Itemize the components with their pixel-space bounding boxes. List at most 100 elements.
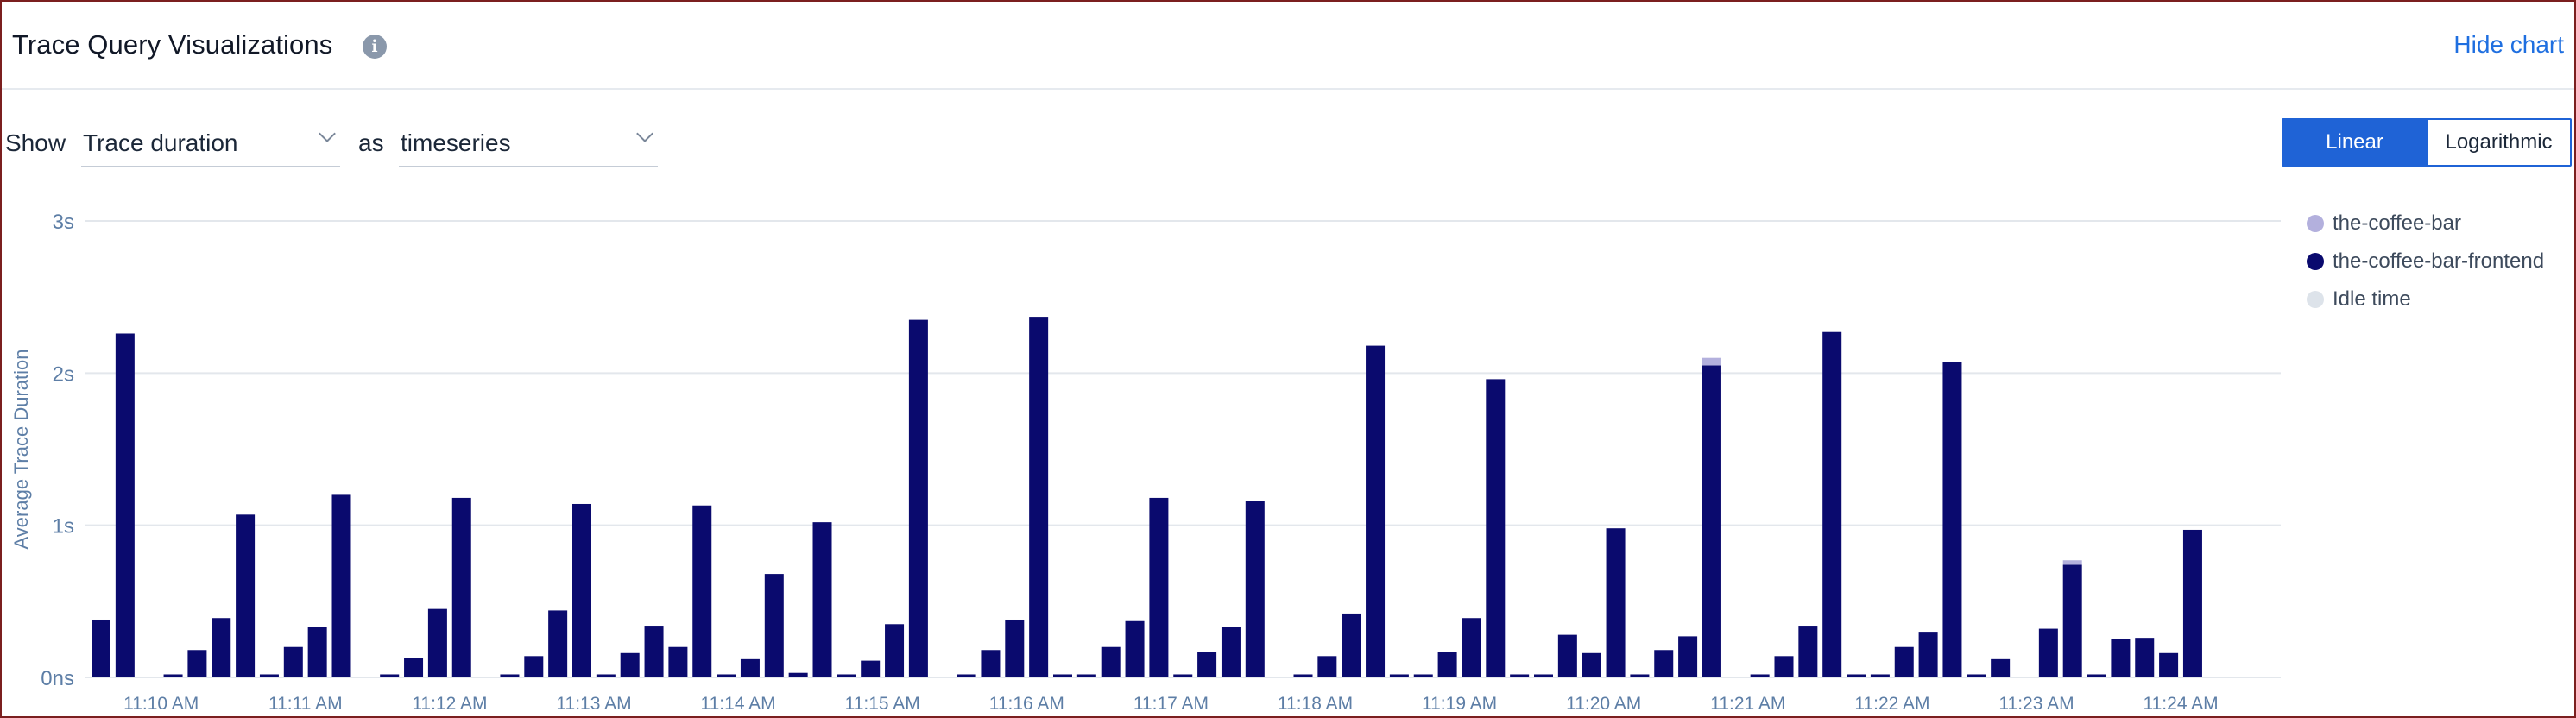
x-tick-label: 11:23 AM xyxy=(1998,694,2074,714)
bar-the-coffee-bar-frontend xyxy=(1606,528,1626,677)
bar-the-coffee-bar-frontend xyxy=(692,505,712,677)
legend-swatch xyxy=(2307,253,2324,270)
bar-the-coffee-bar-frontend xyxy=(1967,674,1986,677)
x-tick-label: 11:13 AM xyxy=(556,694,631,714)
bar-the-coffee-bar-frontend xyxy=(92,619,110,677)
bar-the-coffee-bar-frontend xyxy=(812,522,832,677)
bar-the-coffee-bar-frontend xyxy=(1630,674,1650,677)
bar-the-coffee-bar-frontend xyxy=(740,658,760,677)
bar-the-coffee-bar-frontend xyxy=(1510,674,1530,677)
bar-the-coffee-bar-frontend xyxy=(908,319,928,677)
x-tick-label: 11:15 AM xyxy=(845,694,920,714)
bar-the-coffee-bar-frontend xyxy=(1654,650,1674,677)
x-tick-label: 11:18 AM xyxy=(1278,694,1353,714)
bar-the-coffee-bar-frontend xyxy=(1293,674,1313,677)
legend-label: Idle time xyxy=(2333,287,2411,311)
hide-chart-link[interactable]: Hide chart xyxy=(2453,31,2564,58)
bar-the-coffee-bar-frontend xyxy=(957,674,976,677)
x-tick-label: 11:10 AM xyxy=(123,694,199,714)
bar-the-coffee-bar-frontend xyxy=(1918,632,1938,677)
bar-the-coffee-bar-frontend xyxy=(259,674,279,677)
bar-the-coffee-bar-frontend xyxy=(1486,379,1506,677)
bar-the-coffee-bar xyxy=(1702,357,1721,366)
bar-the-coffee-bar-frontend xyxy=(163,674,183,677)
bar-the-coffee-bar-frontend xyxy=(451,497,471,677)
bar-the-coffee-bar-frontend xyxy=(717,674,736,677)
info-icon[interactable]: i xyxy=(363,35,387,59)
bar-the-coffee-bar-frontend xyxy=(981,650,1001,677)
bar-the-coffee-bar-frontend xyxy=(2159,652,2179,677)
bar-the-coffee-bar-frontend xyxy=(115,333,135,677)
legend-label: the-coffee-bar xyxy=(2333,211,2461,235)
x-tick-label: 11:16 AM xyxy=(989,694,1064,714)
bar-the-coffee-bar-frontend xyxy=(500,674,520,677)
metric-select[interactable]: Trace duration xyxy=(81,121,340,167)
bar-the-coffee-bar-frontend xyxy=(1366,345,1386,677)
bar-the-coffee-bar xyxy=(2062,560,2082,565)
bar-the-coffee-bar-frontend xyxy=(1125,620,1145,677)
bar-the-coffee-bar-frontend xyxy=(1029,317,1049,677)
bar-the-coffee-bar-frontend xyxy=(2111,639,2131,677)
bar-the-coffee-bar-frontend xyxy=(1847,674,1866,677)
bar-the-coffee-bar-frontend xyxy=(1053,674,1072,677)
legend-label: the-coffee-bar-frontend xyxy=(2333,249,2545,273)
bar-the-coffee-bar-frontend xyxy=(1582,652,1601,677)
query-controls: Show Trace duration as timeseries xyxy=(2,114,2574,167)
bar-the-coffee-bar-frontend xyxy=(1942,362,1962,677)
bar-the-coffee-bar-frontend xyxy=(668,646,688,677)
x-tick-label: 11:14 AM xyxy=(701,694,776,714)
bar-the-coffee-bar-frontend xyxy=(380,674,400,677)
bar-the-coffee-bar-frontend xyxy=(2038,628,2058,677)
bar-the-coffee-bar-frontend xyxy=(1774,656,1794,677)
scale-toggle: Linear Logarithmic xyxy=(2282,118,2572,167)
bar-the-coffee-bar-frontend xyxy=(1534,674,1553,677)
bar-the-coffee-bar-frontend xyxy=(644,626,664,677)
bar-the-coffee-bar-frontend xyxy=(1678,636,1698,677)
x-tick-label: 11:24 AM xyxy=(2144,694,2219,714)
bar-the-coffee-bar-frontend xyxy=(1991,658,2011,677)
x-tick-label: 11:22 AM xyxy=(1854,694,1929,714)
y-tick-label: 1s xyxy=(53,515,74,538)
bar-the-coffee-bar-frontend xyxy=(427,608,447,677)
x-tick-label: 11:12 AM xyxy=(412,694,487,714)
view-select[interactable]: timeseries xyxy=(399,121,658,167)
bar-the-coffee-bar-frontend xyxy=(788,672,808,677)
legend-swatch xyxy=(2307,215,2324,232)
bar-the-coffee-bar-frontend xyxy=(1413,674,1433,677)
bar-the-coffee-bar-frontend xyxy=(1389,674,1409,677)
legend-swatch xyxy=(2307,291,2324,308)
bar-the-coffee-bar-frontend xyxy=(1342,613,1361,677)
bar-the-coffee-bar-frontend xyxy=(885,624,905,677)
bar-the-coffee-bar-frontend xyxy=(404,658,424,677)
bar-the-coffee-bar-frontend xyxy=(1317,656,1337,677)
logarithmic-scale-button[interactable]: Logarithmic xyxy=(2426,120,2570,165)
view-select-value: timeseries xyxy=(401,129,511,156)
bar-the-coffee-bar-frontend xyxy=(1798,626,1818,677)
bar-the-coffee-bar-frontend xyxy=(548,610,568,677)
bar-the-coffee-bar-frontend xyxy=(2182,529,2202,677)
bar-the-coffee-bar-frontend xyxy=(236,514,256,677)
bar-the-coffee-bar-frontend xyxy=(212,618,231,677)
bar-the-coffee-bar-frontend xyxy=(1462,618,1481,677)
panel-header: Trace Query Visualizations i Hide chart xyxy=(2,2,2574,90)
bar-the-coffee-bar-frontend xyxy=(1005,619,1025,677)
bar-the-coffee-bar-frontend xyxy=(572,503,591,677)
y-tick-label: 3s xyxy=(53,211,74,234)
y-tick-label: 0ns xyxy=(41,667,74,690)
linear-scale-button[interactable]: Linear xyxy=(2283,120,2426,165)
bar-the-coffee-bar-frontend xyxy=(1557,634,1577,677)
bar-the-coffee-bar-frontend xyxy=(331,494,351,677)
bar-the-coffee-bar-frontend xyxy=(187,650,207,677)
bar-the-coffee-bar-frontend xyxy=(1437,652,1457,677)
bar-the-coffee-bar-frontend xyxy=(1750,674,1770,677)
y-axis-label: Average Trace Duration xyxy=(10,350,32,550)
bar-the-coffee-bar-frontend xyxy=(1702,365,1721,677)
page-title: Trace Query Visualizations xyxy=(12,29,333,60)
bar-the-coffee-bar-frontend xyxy=(1245,501,1265,677)
x-tick-label: 11:21 AM xyxy=(1710,694,1785,714)
bar-the-coffee-bar-frontend xyxy=(524,656,544,677)
as-label: as xyxy=(358,129,384,156)
bar-the-coffee-bar-frontend xyxy=(2135,638,2155,677)
